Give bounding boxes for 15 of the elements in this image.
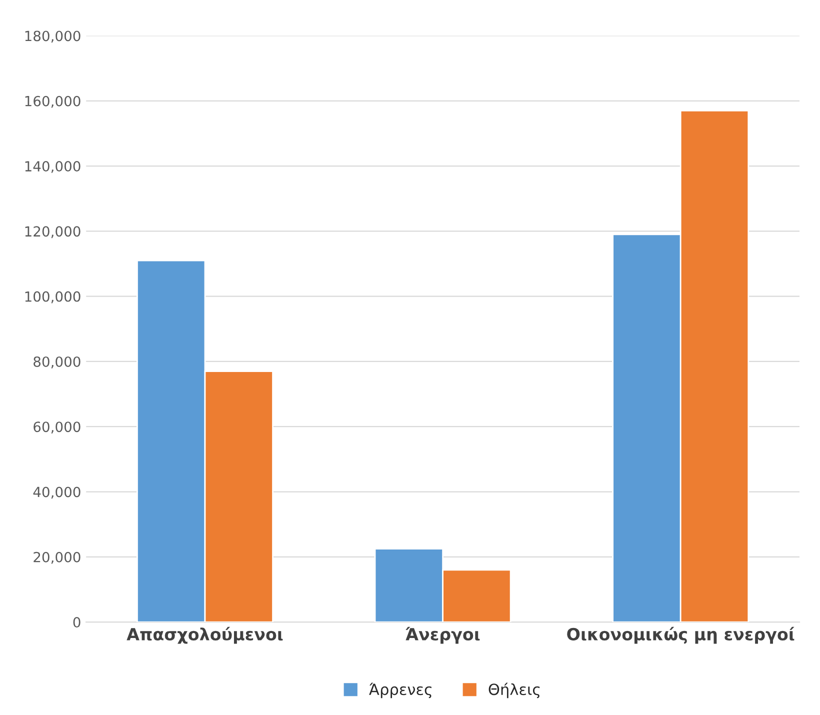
y-tick-label: 80,000: [34, 356, 80, 368]
y-tick-label: 100,000: [25, 291, 80, 304]
legend-label: Θήλεις: [488, 682, 540, 698]
x-tick-label: Άνεργοι: [406, 626, 480, 644]
y-tick-label: 60,000: [34, 422, 80, 434]
y-tick-label: 0: [73, 617, 80, 628]
y-tick-label: 40,000: [33, 486, 80, 499]
x-tick-label: Οικονομικώς μη ενεργοί: [567, 626, 794, 644]
y-tick-label: 120,000: [25, 226, 80, 238]
y-tick-label: 160,000: [25, 96, 80, 108]
legend-label: Άρρενες: [369, 682, 432, 698]
y-tick-label: 180,000: [25, 30, 80, 43]
y-tick-label: 20,000: [34, 552, 80, 564]
x-tick-label: Απασχολούμενοι: [126, 626, 283, 644]
y-tick-label: 140,000: [25, 161, 80, 173]
